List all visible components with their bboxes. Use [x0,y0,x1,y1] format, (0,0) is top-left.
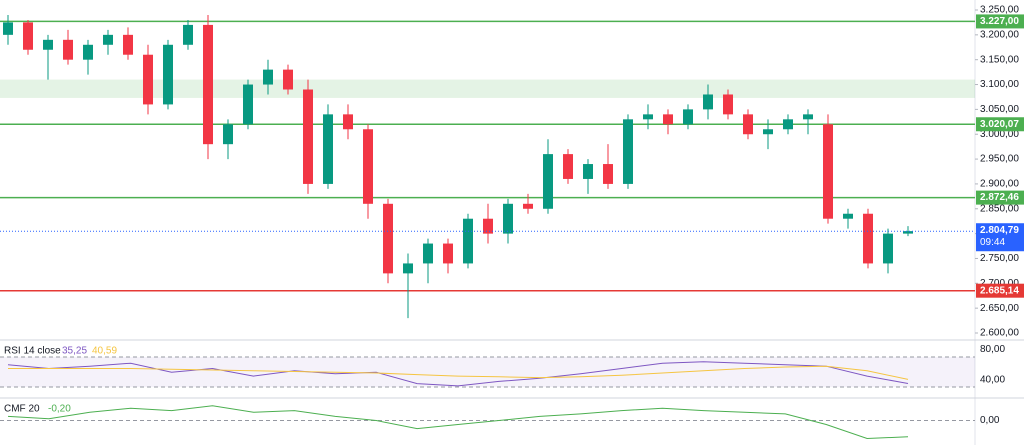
candle-body [423,243,433,264]
candle-body [903,231,913,234]
y-tick-label: 0,00 [980,415,1000,426]
candle-body [23,22,33,50]
candle-body [683,109,693,125]
rsi-band [0,357,975,387]
candle-body [283,69,293,90]
y-tick-label: 2.650,00 [980,303,1019,314]
y-tick-label: 3.150,00 [980,54,1019,65]
level-tag [976,14,1024,29]
candle-body [723,94,733,115]
rsi-value-label: 40,59 [92,346,117,357]
y-tick-label: 2.700,00 [980,278,1019,289]
candle-body [263,69,273,85]
y-tick-label: 2.850,00 [980,203,1019,214]
candle-body [503,203,513,234]
level-tag [976,283,1024,298]
candle-body [783,119,793,130]
cmf-value-label: -0,20 [48,404,71,415]
candle-body [63,39,73,60]
candle-body [403,263,413,274]
candle-body [143,54,153,105]
y-tick-label: 2.600,00 [980,328,1019,339]
level-tag [976,190,1024,205]
candle-body [843,213,853,219]
level-tag [976,117,1024,132]
y-tick-label: 3.050,00 [980,104,1019,115]
candle-body [763,129,773,135]
candle-body [463,218,473,264]
level-label: 3.227,00 [980,16,1019,27]
y-tick-label: 3.200,00 [980,29,1019,40]
candle-body [383,203,393,274]
candle-body [163,44,173,105]
candle-body [203,24,213,145]
cmf-title: CMF 20 [4,404,40,415]
candle-body [663,114,673,125]
candle-body [563,154,573,179]
y-tick-label: 2.900,00 [980,179,1019,190]
candle-body [303,89,313,184]
candle-body [543,154,553,209]
level-label: 2.872,46 [980,192,1019,203]
y-tick-label: 2.950,00 [980,154,1019,165]
last-price-label: 2.804,79 [980,225,1019,236]
candle-body [123,34,133,55]
last-price-tag [976,223,1024,252]
candle-body [863,213,873,264]
candle-body [343,114,353,130]
level-label: 2.685,14 [980,285,1019,296]
candle-body [443,243,453,264]
last-price-time: 09:44 [980,237,1005,248]
y-tick-label: 3.250,00 [980,5,1019,16]
candle-body [583,164,593,179]
candle-body [103,34,113,45]
candle-body [743,114,753,135]
candle-body [323,114,333,184]
candle-body [823,124,833,219]
candle-body [623,119,633,184]
candle-body [803,114,813,120]
rsi-title: RSI 14 close [4,346,61,357]
candle-body [83,44,93,60]
candle-body [483,218,493,234]
candle-body [363,129,373,204]
rsi-line [8,365,909,380]
candle-body [3,22,13,35]
candle-body [43,39,53,50]
candle-body [703,94,713,110]
level-label: 3.020,07 [980,119,1019,130]
y-tick-label: 40,00 [980,374,1005,385]
candle-body [223,124,233,145]
rsi-value-label: 35,25 [62,346,87,357]
candle-body [883,233,893,264]
candle-body [523,203,533,209]
y-tick-label: 2.750,00 [980,253,1019,264]
y-tick-label: 80,00 [980,344,1005,355]
candle-body [183,24,193,45]
y-tick-label: 3.100,00 [980,79,1019,90]
candle-body [243,84,253,125]
y-tick-label: 3.000,00 [980,129,1019,140]
cmf-line [7,405,909,440]
candle-body [643,114,653,120]
candle-body [603,164,613,184]
